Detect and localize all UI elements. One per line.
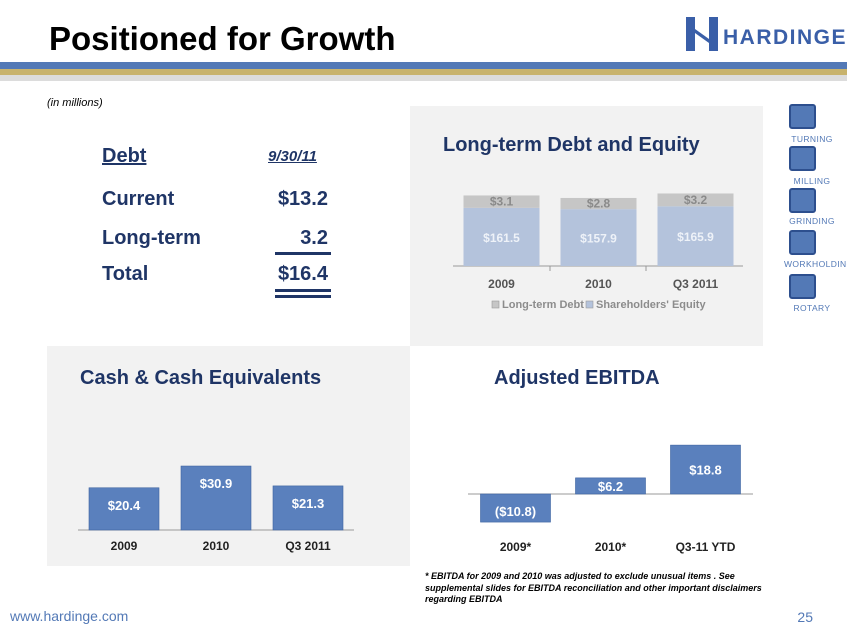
total-double-rule [275, 295, 331, 298]
cash-data-label: $20.4 [108, 498, 141, 513]
x-tick-label: Q3-11 YTD [676, 540, 736, 554]
ebitda-bar [480, 493, 551, 523]
workholding-icon[interactable] [789, 230, 816, 255]
grinding-icon[interactable] [789, 188, 816, 213]
cash-bar [180, 465, 252, 531]
cash-data-label: $21.3 [292, 496, 325, 511]
header-stripe-gray [0, 75, 847, 81]
debt-row-value: 3.2 [300, 227, 328, 249]
debt-bar [560, 197, 637, 210]
units-note: (in millions) [47, 97, 103, 109]
cash-bar [88, 487, 160, 531]
total-rule-top [275, 252, 331, 255]
x-tick-label: 2010 [203, 539, 230, 553]
x-tick-label: Q3 2011 [673, 277, 719, 291]
equity-bar [657, 206, 734, 266]
equity-bar [463, 207, 540, 266]
hardinge-logo-icon [686, 17, 718, 51]
ebitda-bar [575, 477, 646, 495]
brand-name: HARDINGE [723, 26, 847, 49]
page-title: Positioned for Growth [49, 20, 396, 57]
ebitda-data-label: ($10.8) [495, 504, 536, 519]
ebitda-chart: ($10.8) 2009* $6.2 2010* $18.8 Q3-11 YTD [468, 444, 753, 554]
legend-label-debt: Long-term Debt [502, 299, 584, 311]
x-tick-label: 2009 [488, 277, 515, 291]
debt-equity-chart-title: Long-term Debt and Equity [443, 134, 700, 156]
equity-bar [560, 209, 637, 266]
equity-data-label: $157.9 [580, 232, 617, 246]
website-link[interactable]: www.hardinge.com [10, 608, 129, 624]
debt-bar [463, 195, 540, 208]
x-tick-label: 2009 [111, 539, 138, 553]
debt-bar [657, 193, 734, 207]
ebitda-data-label: $6.2 [598, 479, 623, 494]
debt-data-label: $3.2 [684, 193, 708, 207]
debt-total-label: Total [102, 263, 149, 285]
equity-data-label: $165.9 [677, 230, 714, 244]
turning-icon[interactable] [789, 104, 816, 129]
ebitda-bar [670, 444, 741, 495]
sidebar-label-grinding[interactable]: GRINDING [789, 216, 835, 226]
page-number: 25 [797, 609, 813, 625]
header-stripe-blue [0, 62, 847, 69]
legend-label-equity: Shareholders' Equity [596, 299, 706, 311]
debt-row-label: Long-term [102, 227, 201, 249]
ebitda-footnote: * EBITDA for 2009 and 2010 was adjusted … [425, 571, 762, 604]
debt-header: Debt [102, 145, 147, 167]
debt-row-value: $13.2 [277, 188, 328, 210]
sidebar-label-workholding[interactable]: WORKHOLDING [784, 259, 847, 269]
x-tick-label: 2010* [595, 540, 627, 554]
debt-date-header: 9/30/11 [268, 148, 317, 165]
sidebar-label-turning[interactable]: TURNING [791, 134, 833, 144]
debt-row-label: Current [102, 188, 175, 210]
rotary-icon[interactable] [789, 274, 816, 299]
cash-chart-title: Cash & Cash Equivalents [80, 367, 322, 389]
header-stripe-gold [0, 69, 847, 75]
total-double-rule [275, 289, 331, 292]
x-tick-label: Q3 2011 [285, 539, 331, 553]
milling-icon[interactable] [789, 146, 816, 171]
cash-data-label: $30.9 [200, 476, 233, 491]
equity-data-label: $161.5 [483, 231, 520, 245]
legend-swatch-debt [491, 300, 500, 309]
cash-bar [272, 485, 344, 531]
sidebar-label-milling[interactable]: MILLING [793, 176, 831, 186]
x-tick-label: 2009* [500, 540, 532, 554]
debt-data-label: $2.8 [587, 197, 611, 211]
debt-data-label: $3.1 [490, 195, 514, 209]
ebitda-chart-title: Adjusted EBITDA [494, 367, 660, 389]
cash-chart: $20.4 2009 $30.9 2010 $21.3 Q3 2011 [78, 465, 354, 553]
debt-equity-chart: $161.5 $3.1 2009 $157.9 $2.8 2010 $165.9 $3.2 Q3… [453, 193, 743, 311]
legend-swatch-equity [585, 300, 594, 309]
ebitda-data-label: $18.8 [689, 463, 722, 478]
x-tick-label: 2010 [585, 277, 612, 291]
debt-total-value: $16.4 [277, 263, 328, 285]
sidebar-label-rotary[interactable]: ROTARY [793, 303, 831, 313]
